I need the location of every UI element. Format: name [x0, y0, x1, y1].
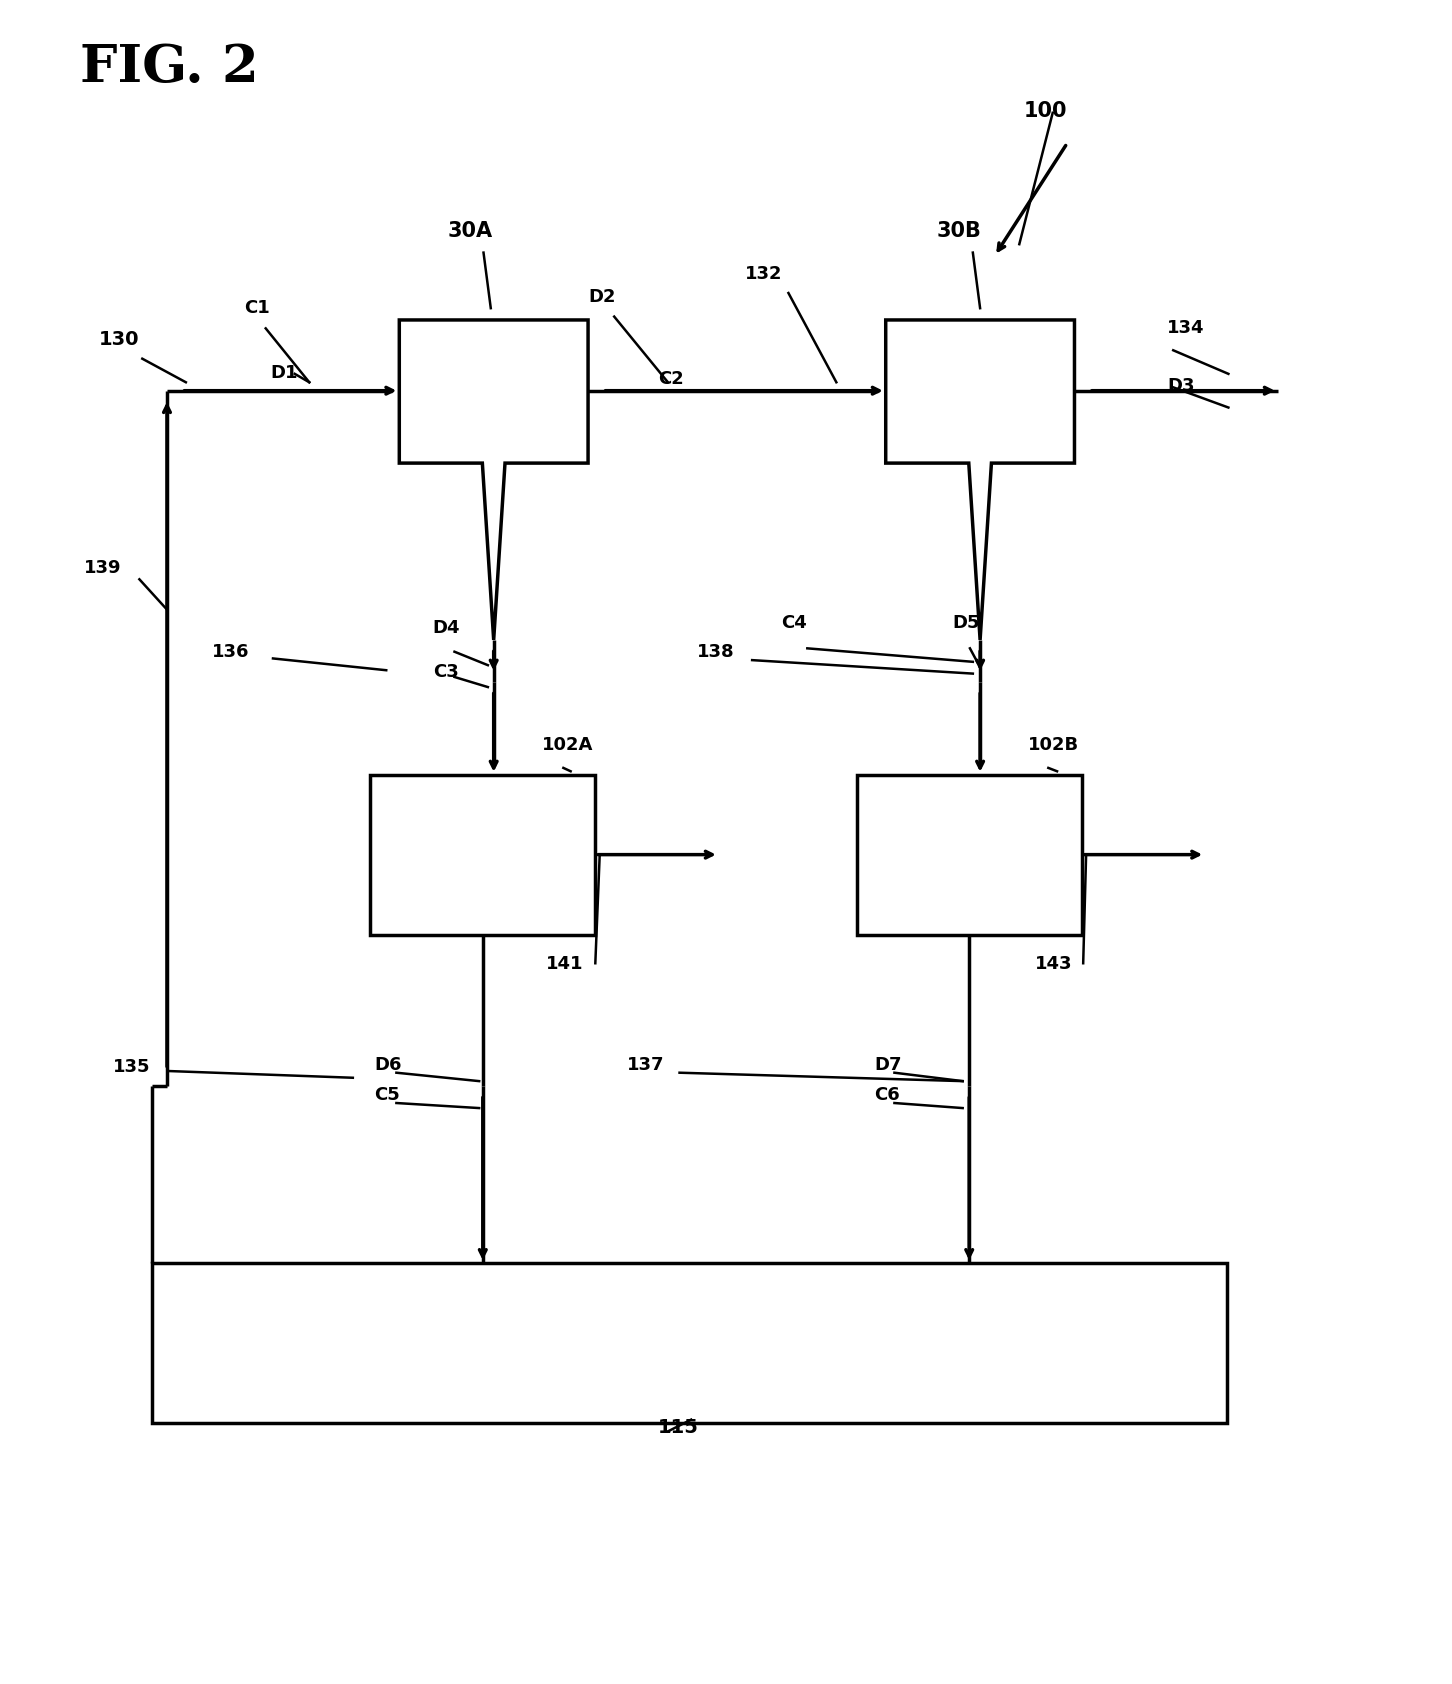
Text: C4: C4: [781, 613, 807, 632]
Text: D6: D6: [375, 1056, 402, 1074]
Text: 134: 134: [1167, 318, 1205, 337]
Text: 130: 130: [99, 330, 139, 349]
Text: D3: D3: [1167, 377, 1195, 396]
Text: 136: 136: [212, 643, 250, 662]
Text: 139: 139: [84, 559, 122, 578]
Text: C2: C2: [658, 370, 684, 389]
Text: 30B: 30B: [937, 221, 982, 241]
Text: 102A: 102A: [542, 736, 592, 754]
Bar: [152, 1263, 1227, 1423]
Text: C1: C1: [244, 298, 270, 317]
Text: C5: C5: [375, 1086, 401, 1105]
Text: 100: 100: [1024, 101, 1067, 121]
Text: 30A: 30A: [447, 221, 492, 241]
Text: D1: D1: [270, 364, 298, 382]
Text: 141: 141: [546, 955, 584, 973]
Text: 102B: 102B: [1028, 736, 1079, 754]
Text: 115: 115: [658, 1418, 698, 1436]
Text: D7: D7: [874, 1056, 902, 1074]
Bar: [370, 775, 595, 935]
Text: D4: D4: [433, 618, 460, 637]
Text: 135: 135: [113, 1058, 151, 1076]
Text: D5: D5: [953, 613, 980, 632]
Text: 132: 132: [745, 264, 783, 283]
Text: C6: C6: [874, 1086, 900, 1105]
Bar: [857, 775, 1082, 935]
Text: C3: C3: [433, 663, 459, 682]
Text: 143: 143: [1035, 955, 1073, 973]
Text: 138: 138: [697, 643, 735, 662]
Text: FIG. 2: FIG. 2: [80, 42, 258, 93]
Text: D2: D2: [588, 288, 616, 306]
Text: 137: 137: [627, 1056, 665, 1074]
